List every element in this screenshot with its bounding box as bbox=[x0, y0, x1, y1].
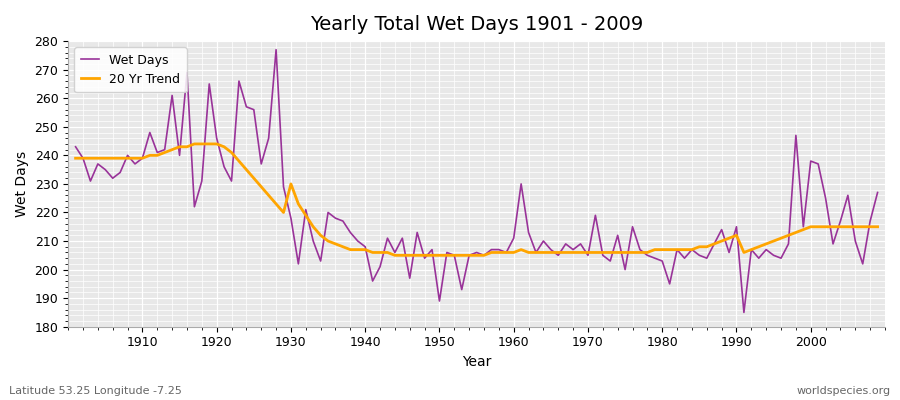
20 Yr Trend bbox=[130, 156, 140, 161]
Legend: Wet Days, 20 Yr Trend: Wet Days, 20 Yr Trend bbox=[75, 47, 186, 92]
Wet Days bbox=[516, 182, 526, 186]
Title: Yearly Total Wet Days 1901 - 2009: Yearly Total Wet Days 1901 - 2009 bbox=[310, 15, 644, 34]
X-axis label: Year: Year bbox=[462, 355, 491, 369]
20 Yr Trend bbox=[70, 156, 81, 161]
Wet Days bbox=[130, 162, 140, 166]
Wet Days bbox=[70, 144, 81, 149]
20 Yr Trend bbox=[612, 250, 623, 255]
Text: worldspecies.org: worldspecies.org bbox=[796, 386, 891, 396]
20 Yr Trend bbox=[872, 224, 883, 229]
Wet Days bbox=[605, 259, 616, 264]
20 Yr Trend bbox=[301, 213, 311, 218]
20 Yr Trend bbox=[523, 250, 534, 255]
Wet Days bbox=[271, 47, 282, 52]
20 Yr Trend bbox=[345, 247, 356, 252]
Line: Wet Days: Wet Days bbox=[76, 50, 878, 312]
Wet Days bbox=[872, 190, 883, 195]
20 Yr Trend bbox=[516, 247, 526, 252]
Wet Days bbox=[345, 230, 356, 235]
Text: Latitude 53.25 Longitude -7.25: Latitude 53.25 Longitude -7.25 bbox=[9, 386, 182, 396]
Y-axis label: Wet Days: Wet Days bbox=[15, 151, 29, 217]
Wet Days bbox=[301, 207, 311, 212]
20 Yr Trend bbox=[390, 253, 400, 258]
Wet Days bbox=[508, 236, 519, 240]
Line: 20 Yr Trend: 20 Yr Trend bbox=[76, 144, 878, 255]
Wet Days bbox=[739, 310, 750, 315]
20 Yr Trend bbox=[189, 142, 200, 146]
